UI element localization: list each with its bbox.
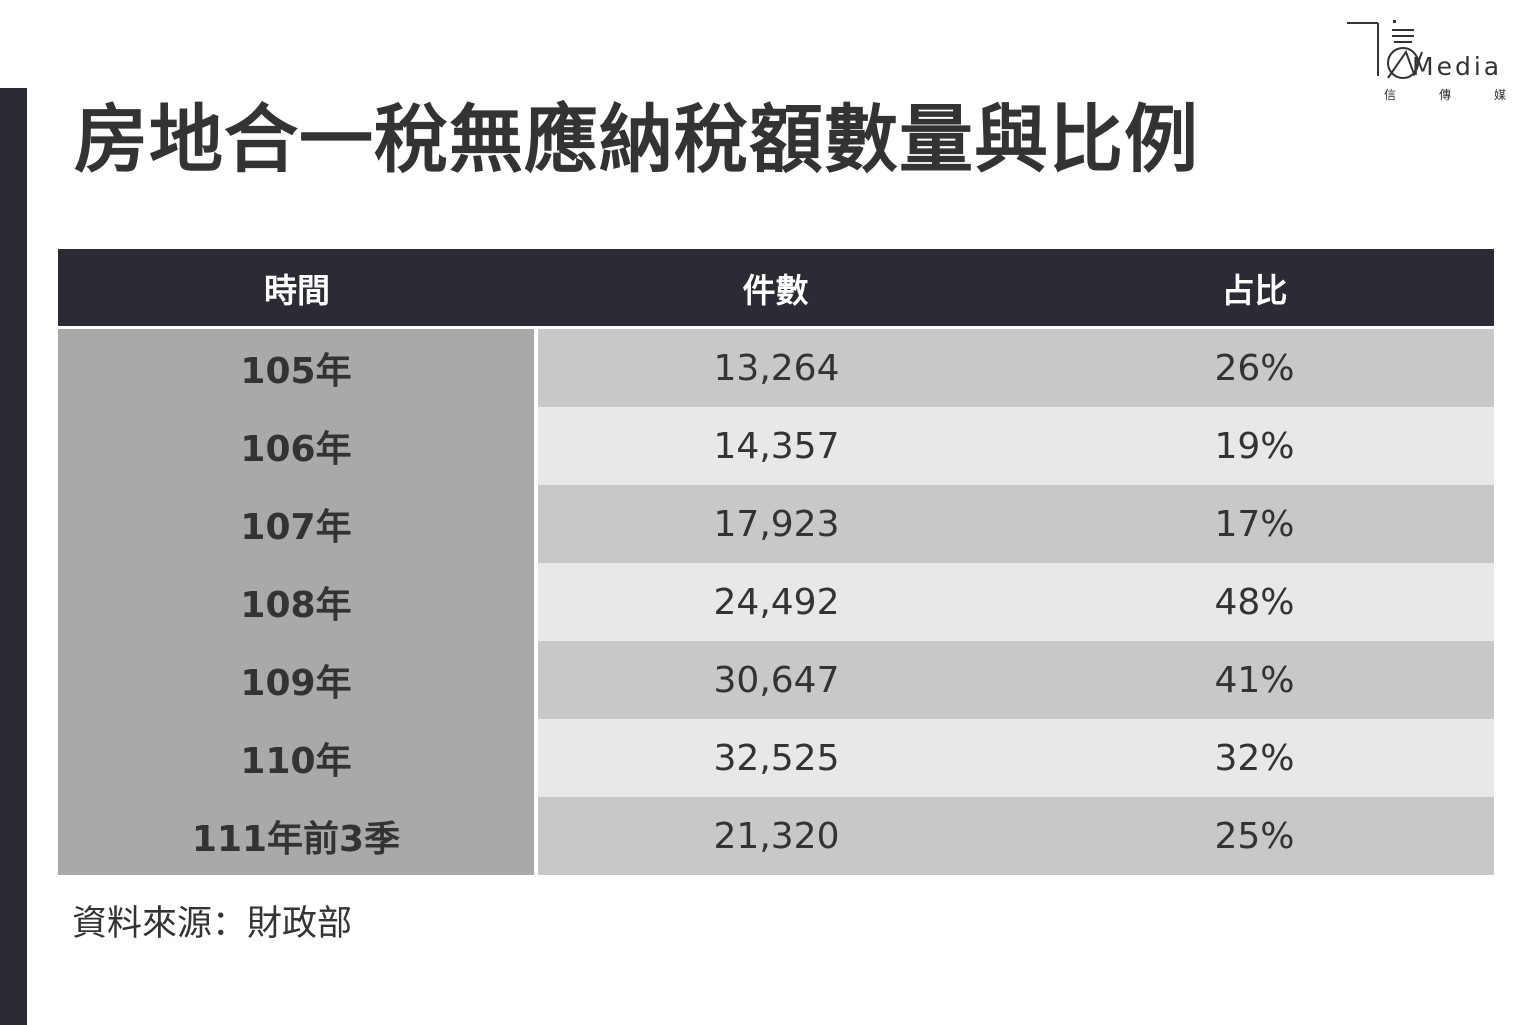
period-cell: 111年前3季 [58, 797, 538, 875]
share-cell: 41% [1015, 641, 1494, 719]
table-row: 107年 17,923 17% [58, 485, 1494, 563]
period-cell: 106年 [58, 407, 538, 485]
count-cell: 24,492 [536, 563, 1015, 641]
count-cell: 32,525 [536, 719, 1015, 797]
count-cell: 13,264 [536, 327, 1015, 407]
table-header-row: 時間 件數 占比 [58, 249, 1494, 329]
column-header-count: 件數 [536, 249, 1015, 329]
table-row: 108年 24,492 48% [58, 563, 1494, 641]
share-cell: 32% [1015, 719, 1494, 797]
table-row: 106年 14,357 19% [58, 407, 1494, 485]
share-cell: 48% [1015, 563, 1494, 641]
column-header-period: 時間 [58, 249, 536, 329]
share-cell: 26% [1015, 327, 1494, 407]
period-cell: 105年 [58, 327, 538, 407]
period-cell: 110年 [58, 719, 538, 797]
count-cell: 17,923 [536, 485, 1015, 563]
column-header-share: 占比 [1015, 249, 1494, 329]
table-row: 111年前3季 21,320 25% [58, 797, 1494, 875]
logo-sub-char: 傳 [1438, 88, 1451, 102]
data-table: 時間 件數 占比 105年 13,264 26% 106年 14,357 19%… [58, 249, 1494, 875]
side-accent-bar [0, 88, 27, 1025]
logo-subtitle: 信 傳 媒 [1384, 88, 1506, 102]
period-cell: 109年 [58, 641, 538, 719]
table-row: 109年 30,647 41% [58, 641, 1494, 719]
share-cell: 17% [1015, 485, 1494, 563]
count-cell: 14,357 [536, 407, 1015, 485]
period-cell: 107年 [58, 485, 538, 563]
page-title: 房地合一稅無應納稅額數量與比例 [74, 97, 1199, 183]
brand-logo: Media 信 傳 媒 [1346, 16, 1512, 108]
table-row: 105年 13,264 26% [58, 327, 1494, 407]
share-cell: 19% [1015, 407, 1494, 485]
logo-wordmark: Media [1412, 52, 1503, 81]
count-cell: 21,320 [536, 797, 1015, 875]
logo-sub-char: 信 [1384, 88, 1397, 102]
share-cell: 25% [1015, 797, 1494, 875]
logo-sub-char: 媒 [1493, 88, 1506, 102]
count-cell: 30,647 [536, 641, 1015, 719]
table-row: 110年 32,525 32% [58, 719, 1494, 797]
source-note: 資料來源：財政部 [72, 904, 353, 944]
logo-mark-icon [1347, 20, 1423, 79]
period-cell: 108年 [58, 563, 538, 641]
